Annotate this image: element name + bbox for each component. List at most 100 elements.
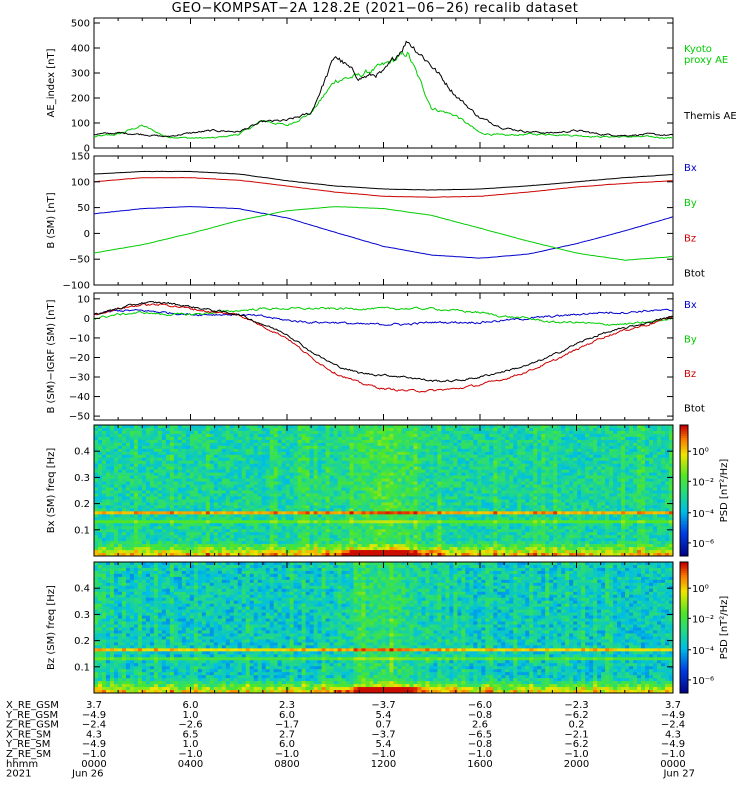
y-axis-label-5: Bz (SM) freq [Hz] xyxy=(46,585,57,670)
panel-frame-3 xyxy=(93,292,674,421)
colorbar-label: PSD [nT²/Hz] xyxy=(719,459,730,523)
y-tick-label: 0.1 xyxy=(74,525,90,536)
series-line-bx xyxy=(93,206,674,259)
ephemeris-value: −1.0 xyxy=(468,749,492,760)
y-tick-label: 0.3 xyxy=(74,473,90,484)
ephemeris-value: −1.7 xyxy=(275,720,299,731)
legend-entry-bx: Bx xyxy=(684,300,697,311)
ephemeris-value: 5.4 xyxy=(376,710,392,721)
ephemeris-value: 0.2 xyxy=(569,720,585,731)
legend-entry-kyoto-line1: Kyoto xyxy=(684,44,712,55)
y-tick-label: 400 xyxy=(71,44,90,55)
legend-entry-btot: Btot xyxy=(684,268,705,279)
colorbar-tick-label: 10⁻⁴ xyxy=(692,509,714,520)
ephemeris-value: 5.4 xyxy=(376,739,392,750)
y-tick-label: 0.3 xyxy=(74,610,90,621)
ephemeris-value: −1.0 xyxy=(564,749,588,760)
colorbar-tick-label: 10⁻⁶ xyxy=(692,539,714,550)
ephemeris-row-label: X_RE_GSM xyxy=(6,700,59,711)
ephemeris-value: −2.1 xyxy=(564,729,588,740)
y-tick-label: 150 xyxy=(71,152,90,163)
legend-entry-by: By xyxy=(684,335,697,346)
series-line-bz xyxy=(93,176,674,198)
y-tick-label: 0 xyxy=(84,144,90,155)
ephemeris-value: −1.0 xyxy=(82,749,106,760)
colorbar-frame xyxy=(679,561,689,694)
ephemeris-value: 6.0 xyxy=(279,710,295,721)
ephemeris-value: −2.6 xyxy=(178,720,202,731)
ephemeris-value: 0000 xyxy=(81,759,106,770)
ephemeris-row-label: hhmm xyxy=(6,759,38,770)
y-tick-label: −20 xyxy=(69,353,90,364)
ephemeris-value: 3.7 xyxy=(665,700,681,711)
ephemeris-value: 4.3 xyxy=(665,729,681,740)
ephemeris-value: 6.5 xyxy=(183,729,199,740)
y-tick-label: 0.4 xyxy=(74,447,90,458)
colorbar-tick-label: 10⁻⁶ xyxy=(692,676,714,687)
ephemeris-value: −1.0 xyxy=(275,749,299,760)
ephemeris-value: −0.8 xyxy=(468,739,492,750)
ephemeris-value: 0800 xyxy=(274,759,299,770)
ephemeris-value: 2.6 xyxy=(472,720,488,731)
ephemeris-value: 2.3 xyxy=(279,700,295,711)
y-tick-label: 10 xyxy=(77,294,90,305)
series-line-by xyxy=(93,306,674,326)
y-tick-label: 0 xyxy=(84,314,90,325)
ephemeris-row-label: Z_RE_GSM xyxy=(6,720,59,731)
y-tick-label: 0.1 xyxy=(74,662,90,673)
ephemeris-value: −1.0 xyxy=(371,749,395,760)
ephemeris-value: −3.7 xyxy=(371,700,395,711)
y-tick-label: 0.2 xyxy=(74,499,90,510)
legend-entry-btot: Btot xyxy=(684,404,705,415)
panel-frame-1 xyxy=(93,17,674,149)
y-tick-label: 50 xyxy=(77,203,90,214)
ephemeris-value: −4.9 xyxy=(661,739,685,750)
legend-entry-themis: Themis AE xyxy=(683,111,737,122)
ephemeris-row-label: Z_RE_SM xyxy=(6,749,51,760)
y-tick-label: −50 xyxy=(69,412,90,423)
legend-entry-bz: Bz xyxy=(684,233,696,244)
ephemeris-value: −2.4 xyxy=(661,720,685,731)
colorbar-frame xyxy=(679,424,689,557)
ephemeris-value: 6.0 xyxy=(279,739,295,750)
y-tick-label: 0.2 xyxy=(74,636,90,647)
legend-entry-bz: Bz xyxy=(684,369,696,380)
ephemeris-value: −4.9 xyxy=(661,710,685,721)
ephemeris-value: −0.8 xyxy=(468,710,492,721)
series-line-bz xyxy=(93,302,674,393)
colorbar-1 xyxy=(680,425,688,557)
y-tick-label: −30 xyxy=(69,373,90,384)
ephemeris-row-label: Y_RE_SM xyxy=(5,739,50,750)
y-axis-label-1: AE_index [nT] xyxy=(46,48,57,117)
y-tick-label: −10 xyxy=(69,333,90,344)
colorbar-label: PSD [nT²/Hz] xyxy=(719,596,730,660)
y-axis-label-2: B (SM) [nT] xyxy=(46,192,57,248)
ephemeris-value: −4.9 xyxy=(82,739,106,750)
ephemeris-value: Jun 27 xyxy=(662,769,695,780)
series-line-kyoto-proxy-ae xyxy=(93,51,674,140)
ephemeris-value: 1.0 xyxy=(183,739,199,750)
ephemeris-value: 3.7 xyxy=(86,700,102,711)
colorbar-tick-label: 10⁻² xyxy=(692,477,714,488)
series-line-by xyxy=(93,206,674,261)
ephemeris-value: −2.3 xyxy=(564,700,588,711)
colorbar-tick-label: 10⁻⁴ xyxy=(692,646,714,657)
panel-frame-2 xyxy=(93,155,674,286)
y-axis-label-3: B (SM)−IGRF (SM) [nT] xyxy=(46,299,57,413)
ephemeris-value: Jun 26 xyxy=(71,769,104,780)
series-line-btot xyxy=(93,170,674,191)
ephemeris-value: −1.0 xyxy=(178,749,202,760)
y-tick-label: −100 xyxy=(63,281,90,292)
y-tick-label: −50 xyxy=(69,255,90,266)
colorbar-2 xyxy=(680,562,688,694)
ephemeris-value: −3.7 xyxy=(371,729,395,740)
legend-entry-kyoto-line2: proxy AE xyxy=(684,55,728,66)
ephemeris-value: 2000 xyxy=(564,759,589,770)
y-tick-label: 500 xyxy=(71,19,90,30)
ephemeris-value: 1600 xyxy=(467,759,492,770)
legend-entry-by: By xyxy=(684,198,697,209)
y-axis-label-4: Bx (SM) freq [Hz] xyxy=(46,448,57,534)
ephemeris-value: 2.7 xyxy=(279,729,295,740)
colorbar-tick-label: 10⁰ xyxy=(692,584,709,595)
